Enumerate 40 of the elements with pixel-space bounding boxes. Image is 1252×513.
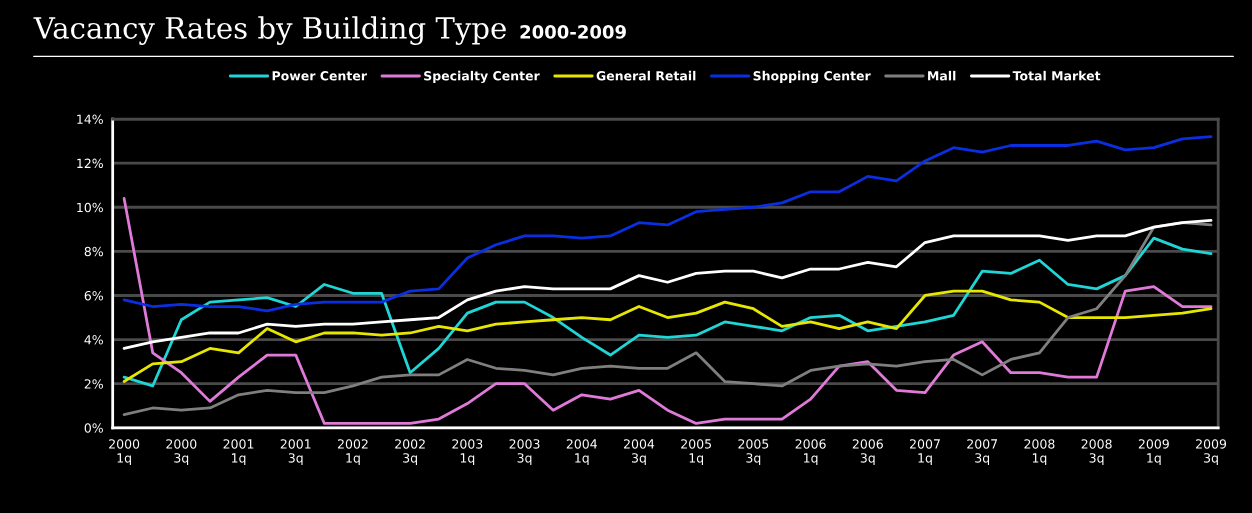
- x-tick-label: 2006 1q: [795, 439, 826, 466]
- x-tick-label: 2007 3q: [967, 439, 998, 466]
- legend-label: Specialty Center: [424, 70, 540, 84]
- y-tick-label: 6%: [84, 290, 103, 301]
- x-tick-label: 2004 3q: [623, 439, 655, 466]
- x-tick-label: 2009 1q: [1138, 439, 1169, 466]
- x-tick-label: 2000 3q: [166, 439, 197, 466]
- y-tick-label: 10%: [77, 202, 103, 213]
- y-tick-label: 14%: [77, 114, 103, 124]
- y-tick-label: 8%: [84, 246, 103, 257]
- y-tick-label: 0%: [84, 423, 103, 433]
- x-tick-label: 2009 3q: [1196, 439, 1227, 466]
- x-tick-label: 2001 1q: [223, 439, 254, 466]
- legend-label: Total Market: [1012, 70, 1101, 81]
- x-tick-label: 2003 1q: [452, 439, 483, 466]
- y-tick-label: 12%: [77, 158, 103, 169]
- line-series: [122, 236, 1213, 388]
- legend-label: Power Center: [272, 71, 367, 81]
- x-tick-label: 2005 1q: [681, 439, 711, 466]
- y-tick-label: 2%: [84, 379, 103, 389]
- legend-label: General Retail: [596, 70, 696, 81]
- x-tick-label: 2003 3q: [509, 439, 540, 466]
- legend-label: Mall: [928, 70, 956, 81]
- legend-label: Shopping Center: [753, 70, 871, 84]
- x-tick-label: 2002 1q: [337, 439, 368, 466]
- x-tick-label: 2006 3q: [852, 439, 883, 466]
- x-tick-label: 2002 3q: [395, 439, 425, 466]
- x-tick-label: 2008 3q: [1081, 439, 1112, 466]
- line-series: [122, 289, 1213, 383]
- y-tick-label: 4%: [84, 335, 103, 345]
- x-tick-label: 2008 1q: [1024, 439, 1055, 466]
- line-series: [122, 135, 1213, 313]
- x-tick-label: 2007 1q: [910, 439, 940, 466]
- chart-title: Vacancy Rates by Building Type: [33, 16, 506, 45]
- chart-subtitle: 2000-2009: [520, 25, 626, 39]
- x-tick-label: 2004 1q: [566, 439, 597, 466]
- x-tick-label: 2000 1q: [109, 439, 140, 466]
- x-tick-label: 2001 3q: [280, 439, 311, 466]
- line-series: [122, 219, 1213, 350]
- x-tick-label: 2005 3q: [738, 439, 769, 466]
